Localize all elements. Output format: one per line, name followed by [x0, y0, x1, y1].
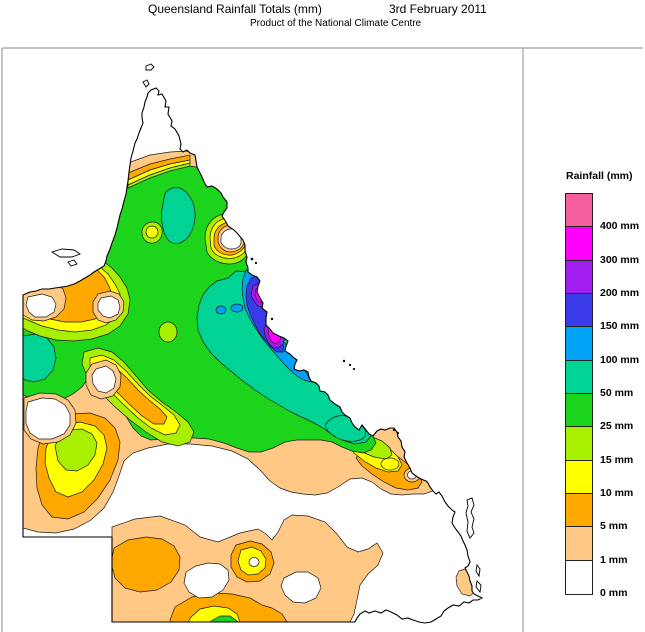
contour-50mm-peninsula-kidney	[161, 187, 196, 244]
title-row: Queensland Rainfall Totals (mm) 3rd Febr…	[0, 2, 645, 18]
moreton-island	[475, 563, 481, 578]
south-5mm-west-blob	[110, 536, 181, 593]
contour-15mm-interior-spot	[158, 321, 178, 343]
contour-100mm-west-dot-2	[230, 303, 244, 313]
torres-island-1	[145, 63, 155, 71]
legend-title: Rainfall (mm)	[566, 170, 633, 182]
page-title: Queensland Rainfall Totals (mm)	[148, 2, 322, 16]
contour-10mm-spot-rockhampton	[380, 457, 400, 471]
south-dry-hole-west	[183, 562, 230, 599]
south-25mm-bottom-core	[208, 615, 239, 623]
islands	[50, 63, 482, 594]
legend-tick-label: 10 mm	[600, 487, 634, 499]
legend-tick-label: 50 mm	[600, 387, 634, 399]
legend-swatch-pink	[565, 193, 593, 229]
wellesley-island	[67, 259, 78, 267]
south-dry-hole-east	[280, 571, 322, 604]
mornington-island	[50, 248, 81, 258]
legend-swatch-indigo	[565, 293, 593, 329]
legend-swatch-white	[565, 559, 593, 595]
plot-frame	[1, 47, 643, 632]
legend-tick-label: 400 mm	[600, 220, 640, 233]
southwest-dry-hole	[25, 397, 71, 440]
cairns-dry-core	[220, 228, 242, 250]
stradbroke-island	[475, 580, 482, 594]
legend-tick-label: 300 mm	[600, 253, 640, 266]
legend-swatch-orange	[565, 493, 593, 529]
page-title-date: 3rd February 2011	[389, 2, 487, 16]
torres-island-2	[142, 79, 150, 88]
gulf-dry-pocket-east	[97, 295, 121, 319]
gulf-dry-pocket-west	[25, 293, 57, 318]
legend-tick-label: 0 mm	[600, 587, 628, 599]
legend-swatch-lightblue	[565, 326, 593, 362]
legend-swatch-purple	[565, 259, 593, 295]
legend-swatch-green	[565, 393, 593, 429]
legend-swatch-tan	[565, 526, 593, 562]
south-10mm-bottom-core	[186, 605, 241, 623]
west-band-dry-hole	[91, 365, 117, 394]
contour-100mm-west-dot-1	[215, 305, 227, 315]
contour-10mm-small-core	[145, 225, 159, 239]
south-dry-dot	[248, 557, 260, 567]
fraser-island	[465, 497, 475, 539]
legend-tick-label: 200 mm	[600, 287, 640, 299]
legend-tick-label: 150 mm	[600, 320, 640, 333]
legend-swatch-teal	[565, 359, 593, 395]
legend-tick-label: 1 mm	[600, 553, 628, 566]
small-coastal-islands	[250, 257, 400, 435]
legend-swatch-yellow	[565, 459, 593, 495]
legend-tick-label: 5 mm	[600, 520, 628, 533]
legend-swatch-magenta	[565, 226, 593, 262]
page-subtitle: Product of the National Climate Centre	[250, 18, 422, 29]
legend-tick-label: 100 mm	[600, 353, 640, 366]
legend-swatch-ygreen	[565, 426, 593, 462]
legend-tick-label: 15 mm	[600, 453, 634, 466]
legend-tick-label: 25 mm	[600, 420, 634, 433]
